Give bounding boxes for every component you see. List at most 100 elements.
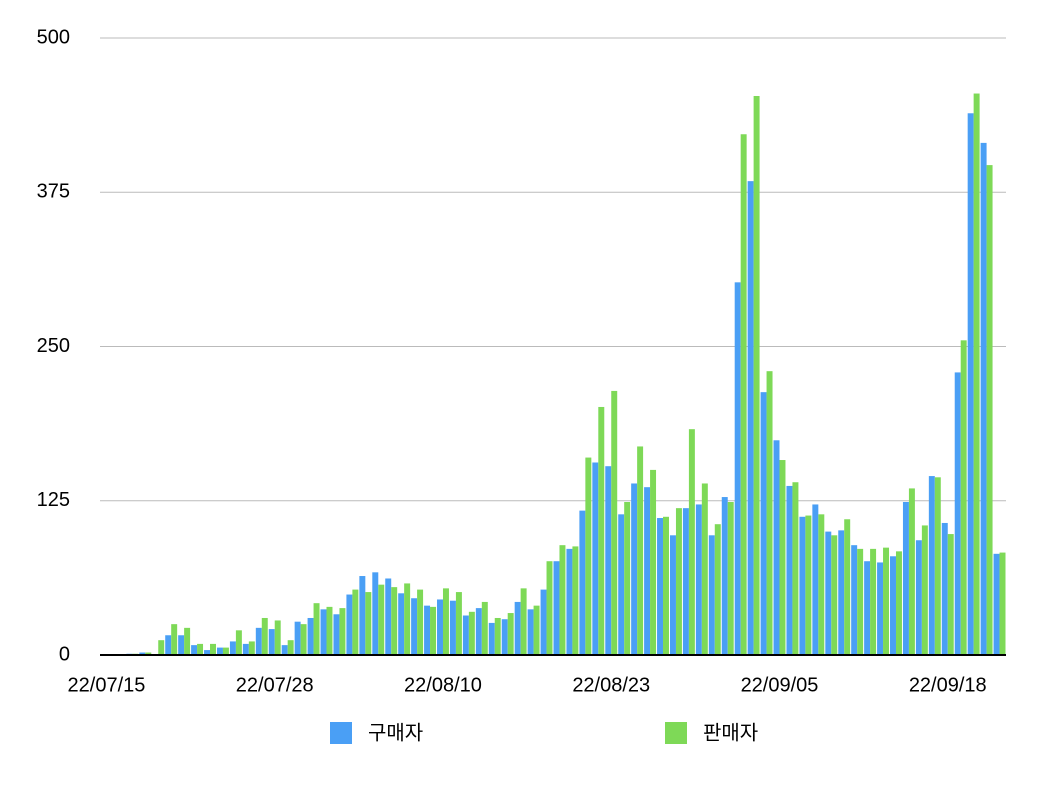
bar — [605, 466, 612, 655]
bar — [158, 640, 165, 655]
y-tick-label: 500 — [37, 26, 70, 48]
bar — [986, 165, 993, 656]
bar — [799, 516, 806, 655]
bar — [844, 519, 851, 655]
bar — [398, 593, 405, 655]
bar — [618, 514, 625, 655]
bar — [462, 615, 469, 655]
bar — [688, 429, 695, 655]
bar — [818, 514, 825, 655]
bar — [740, 134, 747, 655]
x-tick-label: 22/08/10 — [404, 674, 482, 696]
bar — [287, 640, 294, 655]
bar — [320, 609, 327, 655]
bar — [540, 589, 547, 655]
bar — [481, 601, 488, 655]
bar — [611, 390, 618, 655]
x-tick-label: 22/07/15 — [68, 674, 146, 696]
bar — [812, 504, 819, 655]
bar — [391, 587, 398, 655]
bar — [165, 635, 172, 655]
bar — [883, 547, 890, 655]
legend-swatch — [665, 722, 687, 744]
bar — [216, 647, 223, 655]
bar — [553, 561, 560, 655]
bar — [229, 641, 236, 655]
bar — [675, 508, 682, 655]
bar — [468, 611, 475, 655]
bar — [895, 551, 902, 655]
bar — [449, 600, 456, 655]
bar — [663, 516, 669, 655]
bar — [941, 522, 948, 655]
bar — [235, 630, 242, 655]
bar — [546, 561, 553, 655]
x-tick-label: 22/09/05 — [741, 674, 819, 696]
bar — [851, 545, 858, 655]
bar — [488, 622, 495, 655]
bar — [805, 515, 812, 655]
legend-swatch — [330, 722, 352, 744]
bar — [708, 535, 715, 655]
bar — [592, 462, 599, 655]
bar — [721, 497, 728, 655]
bar — [346, 594, 353, 655]
bar — [734, 282, 741, 655]
bar — [442, 588, 449, 655]
bar — [714, 524, 721, 655]
bar — [934, 477, 941, 655]
legend-label: 판매자 — [703, 721, 758, 744]
bar — [242, 643, 249, 655]
bar — [644, 487, 651, 655]
x-tick-label: 22/09/18 — [909, 674, 987, 696]
bar — [197, 643, 204, 655]
bar — [864, 561, 871, 655]
y-tick-label: 250 — [37, 335, 70, 357]
bar — [404, 583, 411, 655]
bar — [191, 645, 198, 655]
bar — [747, 181, 754, 656]
bar — [204, 650, 211, 655]
bar — [825, 531, 832, 655]
bar — [178, 635, 185, 655]
bar — [210, 643, 216, 655]
bar — [631, 483, 638, 655]
bar — [501, 619, 508, 655]
x-tick-label: 22/08/23 — [572, 674, 650, 696]
bar — [877, 562, 884, 655]
bar — [838, 530, 845, 655]
y-tick-label: 0 — [59, 643, 70, 665]
bar — [359, 576, 366, 655]
bar — [559, 545, 566, 655]
bar — [727, 501, 734, 655]
bar — [960, 340, 967, 655]
bar — [352, 589, 359, 655]
bar — [579, 510, 586, 655]
bar — [372, 572, 379, 655]
bar — [585, 457, 592, 655]
y-tick-label: 125 — [37, 489, 70, 511]
bar — [857, 548, 864, 655]
bar — [430, 606, 437, 655]
bar — [657, 518, 664, 655]
bar — [339, 608, 346, 655]
bar — [475, 608, 482, 655]
bar — [520, 588, 527, 655]
bar — [766, 371, 773, 655]
bar — [915, 540, 922, 655]
bar — [455, 592, 462, 655]
bar — [902, 501, 909, 655]
bar — [437, 599, 443, 655]
bar — [507, 613, 514, 655]
bar — [954, 372, 961, 655]
bar — [184, 627, 191, 655]
legend-label: 구매자 — [368, 721, 423, 744]
bar — [928, 476, 935, 655]
bar — [773, 440, 780, 655]
bar — [300, 624, 307, 655]
bar — [514, 601, 521, 655]
bar — [908, 488, 915, 655]
bar — [753, 95, 760, 656]
bar — [947, 534, 954, 655]
